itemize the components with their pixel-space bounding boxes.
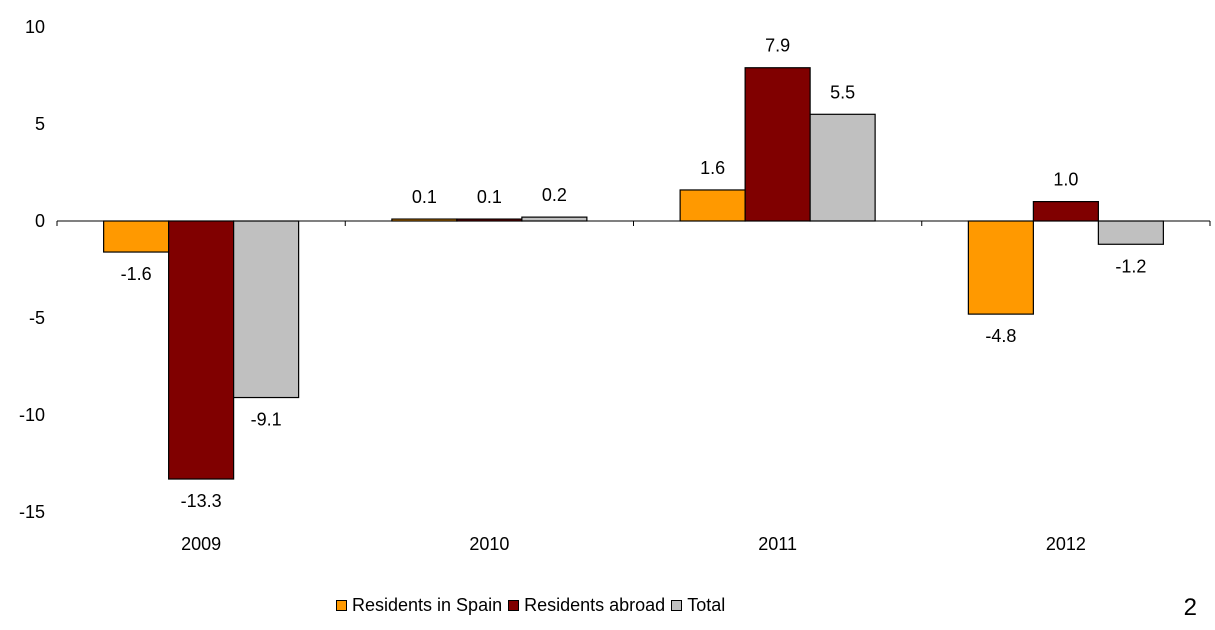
bar [1032, 201, 1099, 222]
y-tick-label: 0 [35, 211, 45, 231]
data-label: 1.6 [700, 158, 725, 178]
bar [521, 216, 588, 222]
data-label: 1.0 [1053, 170, 1078, 190]
legend-item-total: Total [671, 595, 725, 616]
y-tick-label: 10 [25, 17, 45, 37]
y-tick-label: 5 [35, 114, 45, 134]
x-tick-label: 2010 [469, 534, 509, 554]
y-tick-label: -10 [19, 405, 45, 425]
legend-item-residents-in-spain: Residents in Spain [336, 595, 502, 616]
bar [103, 220, 170, 253]
data-label: -13.3 [181, 491, 222, 511]
data-label: -9.1 [251, 410, 282, 430]
data-label: 5.5 [830, 82, 855, 102]
bar [168, 220, 235, 480]
data-label: 0.1 [412, 187, 437, 207]
y-tick-label: -15 [19, 502, 45, 522]
bar [1097, 220, 1164, 245]
legend: Residents in Spain Residents abroad Tota… [336, 595, 731, 616]
x-axis: 2009 2010 2011 2012 [56, 220, 1211, 554]
data-labels: -1.6 -13.3 -9.1 0.1 0.1 0.2 1.6 7.9 5.5 -4.8 1.0 -1… [121, 36, 1147, 511]
bar [679, 189, 746, 222]
legend-label-residents-abroad: Residents abroad [524, 595, 666, 615]
bar [967, 220, 1034, 315]
x-tick-label: 2009 [181, 534, 221, 554]
data-label: 0.1 [477, 187, 502, 207]
data-label: 7.9 [765, 36, 790, 56]
legend-swatch-residents-in-spain [336, 600, 347, 611]
data-label: -1.2 [1115, 256, 1146, 276]
legend-swatch-residents-abroad [508, 600, 520, 611]
bar [233, 220, 300, 399]
page-number: 2 [1183, 594, 1197, 621]
x-tick-label: 2011 [758, 534, 797, 554]
y-tick-label: -5 [29, 308, 45, 328]
x-tick-label: 2012 [1046, 534, 1086, 554]
data-label: -4.8 [985, 326, 1016, 346]
legend-item-residents-abroad: Residents abroad [508, 595, 665, 616]
y-axis-ticks: 10 5 0 -5 -10 -15 [19, 17, 45, 522]
bar [744, 67, 811, 222]
data-label: 0.2 [542, 185, 567, 205]
legend-label-residents-in-spain: Residents in Spain [352, 595, 503, 615]
legend-label-total: Total [687, 595, 726, 615]
legend-swatch-total [671, 600, 683, 611]
bar [809, 113, 876, 222]
data-label: -1.6 [121, 264, 152, 284]
